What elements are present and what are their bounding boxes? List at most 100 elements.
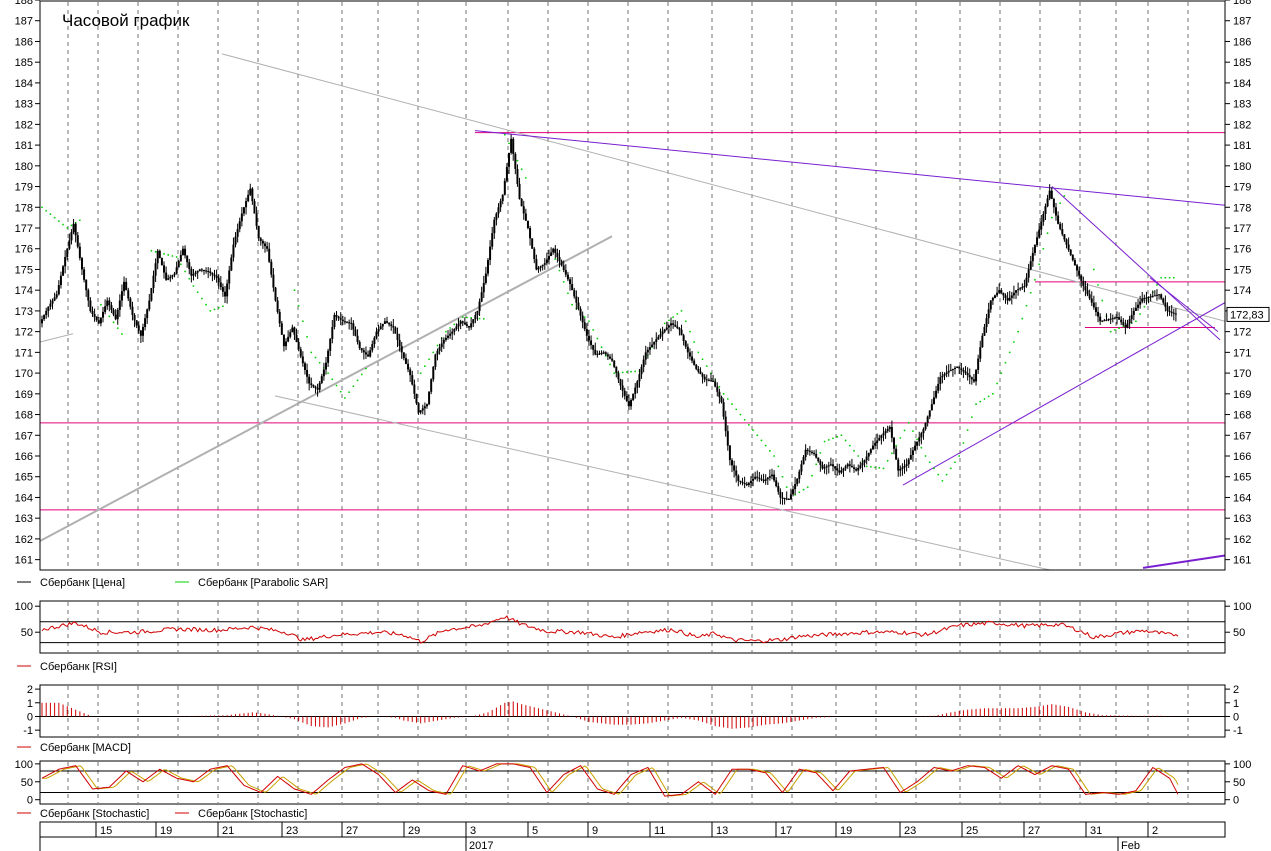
price-bar-body bbox=[1048, 190, 1051, 199]
price-bar-body bbox=[236, 229, 239, 237]
price-bar-body bbox=[360, 348, 363, 351]
price-bar-body bbox=[1029, 261, 1032, 270]
purple-mark-line bbox=[1142, 554, 1225, 569]
sar-dot bbox=[516, 159, 519, 162]
price-bar-body bbox=[1040, 221, 1043, 230]
price-bar-body bbox=[1006, 297, 1009, 301]
price-bar-body bbox=[1012, 292, 1015, 296]
price-bar-body bbox=[787, 499, 790, 501]
price-bar-body bbox=[415, 393, 418, 404]
price-bar-body bbox=[857, 467, 860, 471]
price-bar-body bbox=[737, 475, 740, 481]
price-bar-body bbox=[688, 352, 691, 357]
price-bar-body bbox=[932, 397, 935, 405]
price-bar-body bbox=[226, 283, 229, 297]
price-bar-body bbox=[817, 457, 820, 462]
price-bar-body bbox=[346, 321, 349, 323]
price-bar-body bbox=[533, 248, 536, 260]
price-bar-body bbox=[594, 349, 597, 355]
sar-dot bbox=[192, 285, 195, 287]
price-bar-body bbox=[813, 452, 816, 454]
price-bar-body bbox=[1099, 316, 1102, 322]
sar-dot bbox=[482, 317, 485, 320]
price-bar-body bbox=[123, 281, 126, 292]
price-bar-body bbox=[947, 371, 950, 373]
date-label: 11 bbox=[654, 825, 665, 837]
price-bar-body bbox=[1002, 292, 1005, 296]
price-bar-body bbox=[547, 255, 550, 260]
price-bar-body bbox=[840, 470, 843, 473]
price-tick-label-right: 163 bbox=[1233, 513, 1251, 525]
price-bar-body bbox=[1170, 311, 1173, 313]
price-bar-body bbox=[419, 410, 422, 413]
sar-dot bbox=[567, 292, 569, 295]
price-bar-body bbox=[802, 457, 805, 465]
sar-dot bbox=[66, 227, 69, 229]
sar-dot bbox=[1113, 329, 1116, 331]
price-bar-body bbox=[407, 363, 410, 370]
parabolic-sar-series bbox=[41, 133, 1175, 499]
price-bar-body bbox=[693, 360, 696, 365]
price-bar-body bbox=[789, 494, 792, 500]
price-bar-body bbox=[68, 240, 71, 249]
price-bar-body bbox=[956, 366, 959, 368]
price-bar-body bbox=[1082, 280, 1085, 287]
sar-dot bbox=[1042, 247, 1045, 250]
price-tick-label-right: 187 bbox=[1233, 16, 1251, 28]
date-label: 9 bbox=[592, 825, 598, 837]
price-bar-body bbox=[783, 497, 786, 499]
price-bar-body bbox=[356, 335, 359, 342]
sar-dot bbox=[722, 392, 725, 395]
price-bar-body bbox=[179, 254, 182, 262]
price-bar-body bbox=[1042, 214, 1045, 222]
sar-dot bbox=[697, 351, 700, 354]
sar-dot bbox=[175, 256, 178, 258]
sar-dot bbox=[600, 346, 603, 349]
price-bar-body bbox=[680, 329, 683, 336]
sar-dot bbox=[222, 305, 224, 308]
price-bar-body bbox=[1092, 302, 1095, 308]
date-label: 17 bbox=[780, 825, 792, 837]
price-bar-body bbox=[512, 138, 515, 154]
sar-dot bbox=[478, 317, 481, 320]
price-bar-body bbox=[935, 390, 938, 398]
price-bar-body bbox=[625, 395, 628, 402]
price-bar-body bbox=[486, 260, 489, 274]
price-bar-body bbox=[177, 261, 180, 268]
price-bar-body bbox=[646, 349, 649, 353]
price-bar-body bbox=[905, 464, 908, 466]
sar-dot bbox=[49, 213, 52, 216]
price-bar-body bbox=[922, 429, 925, 434]
price-tick-label-left: 178 bbox=[15, 202, 33, 214]
price-bar-body bbox=[1073, 260, 1076, 266]
sar-dot bbox=[352, 385, 355, 388]
price-bar-body bbox=[1132, 310, 1135, 316]
price-bar-body bbox=[844, 466, 847, 469]
sar-dot bbox=[310, 351, 313, 354]
price-bar-body bbox=[991, 297, 994, 301]
price-bar-body bbox=[337, 316, 340, 319]
price-bar-body bbox=[1008, 297, 1011, 301]
price-bar-body bbox=[798, 471, 801, 479]
price-bar-body bbox=[261, 240, 264, 244]
price-bar-body bbox=[853, 467, 856, 469]
sar-dot bbox=[62, 223, 64, 226]
price-tick-label-left: 181 bbox=[15, 140, 33, 152]
price-tick-label-right: 172 bbox=[1233, 327, 1251, 339]
price-bar-body bbox=[1128, 319, 1131, 324]
price-bar-body bbox=[497, 207, 500, 214]
sar-dot bbox=[857, 455, 860, 457]
price-bar-body bbox=[449, 333, 452, 336]
price-tick-label-right: 164 bbox=[1233, 492, 1251, 504]
sar-dot bbox=[508, 142, 510, 145]
sar-dot bbox=[949, 467, 952, 470]
price-bar-body bbox=[792, 489, 795, 495]
price-bar-body bbox=[1097, 311, 1100, 317]
price-bar-body bbox=[293, 327, 296, 335]
price-bar-body bbox=[560, 261, 563, 266]
sar-dot bbox=[1034, 278, 1036, 281]
sar-dot bbox=[209, 310, 212, 312]
stochastic-panel-frame bbox=[39, 760, 1226, 805]
sar-dot bbox=[806, 486, 809, 488]
price-bar-body bbox=[434, 354, 437, 367]
